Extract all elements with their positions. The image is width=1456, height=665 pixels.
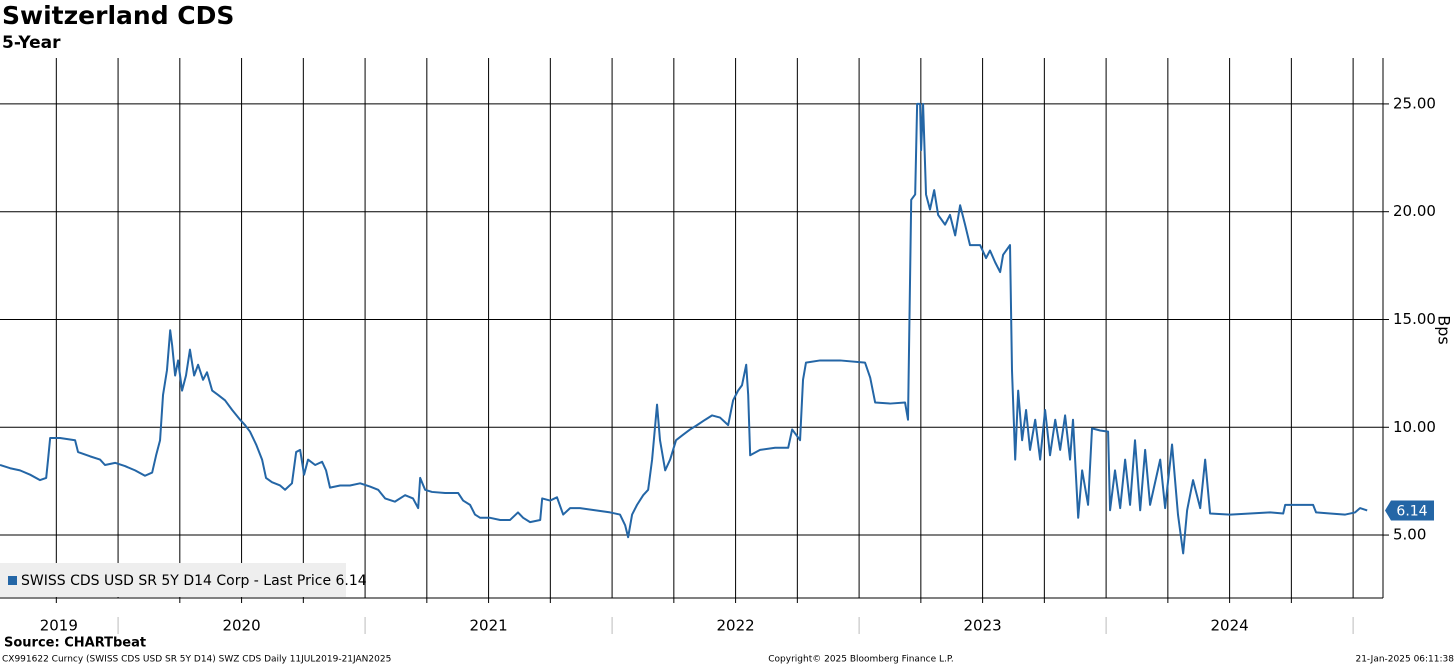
last-price-tag: [1385, 500, 1434, 521]
y-tick-label: 5.00: [1393, 526, 1426, 544]
y-tick-label: 20.00: [1393, 202, 1436, 220]
legend-swatch: [8, 576, 17, 585]
x-tick-label: 2019: [40, 617, 78, 635]
x-tick-label: 2024: [1211, 617, 1249, 635]
footer-right: 21-Jan-2025 06:11:38: [1355, 655, 1454, 665]
last-price-label: 6.14: [1396, 503, 1427, 519]
x-tick-label: 2020: [222, 617, 260, 635]
footer-center: Copyright© 2025 Bloomberg Finance L.P.: [768, 655, 953, 665]
x-tick-label: 2022: [716, 617, 754, 635]
footer-left: CX991622 Curncy (SWISS CDS USD SR 5Y D14…: [2, 655, 391, 665]
y-axis-label: Bps: [1435, 315, 1454, 344]
chart-title: Switzerland CDS: [2, 1, 234, 30]
y-tick-label: 10.00: [1393, 418, 1436, 436]
series-line: [0, 102, 1368, 555]
x-tick-label: 2021: [469, 617, 507, 635]
y-tick-label: 25.00: [1393, 94, 1436, 112]
source: Source: CHARTbeat: [4, 636, 146, 651]
chart-subtitle: 5-Year: [2, 33, 61, 53]
x-tick-label: 2023: [964, 617, 1002, 635]
y-tick-label: 15.00: [1393, 310, 1436, 328]
legend-label: SWISS CDS USD SR 5Y D14 Corp - Last Pric…: [21, 573, 367, 589]
legend-box: [0, 563, 346, 597]
